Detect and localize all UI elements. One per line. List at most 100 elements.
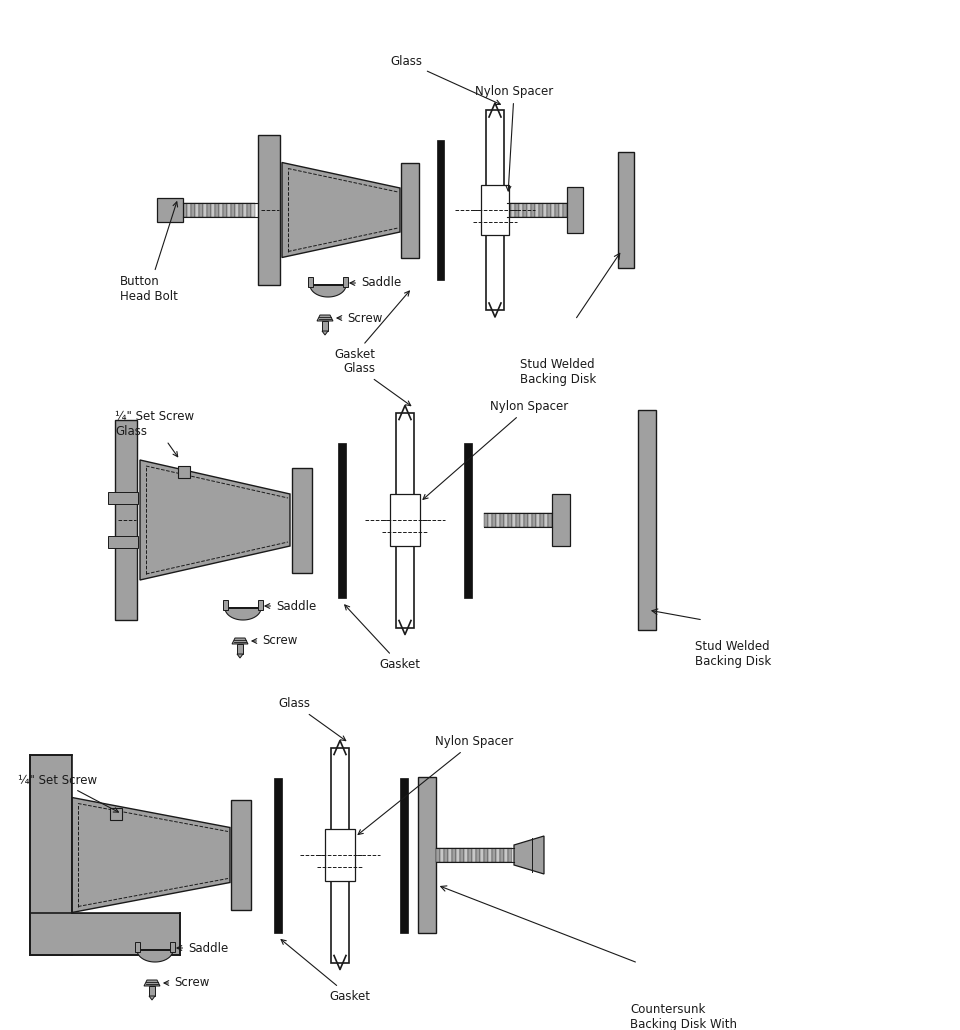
Bar (488, 513, 492, 527)
Bar (496, 513, 500, 527)
Bar (444, 848, 448, 862)
Bar (418, 777, 436, 933)
Text: Gasket: Gasket (281, 939, 371, 1003)
Bar (516, 513, 520, 527)
Bar (207, 203, 211, 217)
Bar (235, 203, 239, 217)
Text: Saddle: Saddle (265, 599, 316, 613)
Bar (436, 848, 440, 862)
Bar (547, 203, 551, 217)
Bar (247, 203, 251, 217)
Polygon shape (72, 797, 230, 913)
Bar (258, 135, 280, 285)
Bar (520, 513, 524, 527)
Text: Gasket: Gasket (334, 291, 409, 360)
Bar (239, 203, 243, 217)
Bar (237, 644, 243, 654)
Polygon shape (137, 950, 173, 962)
Bar (149, 986, 155, 996)
Bar (440, 848, 444, 862)
Text: Countersunk
Backing Disk With
Mounting Screw: Countersunk Backing Disk With Mounting S… (630, 1003, 737, 1030)
Bar (258, 600, 263, 610)
Polygon shape (140, 460, 290, 580)
Bar (464, 443, 472, 597)
Text: ¼" Set Screw
Glass: ¼" Set Screw Glass (115, 410, 194, 456)
Bar (211, 203, 215, 217)
Polygon shape (237, 654, 243, 658)
Polygon shape (144, 980, 160, 986)
Bar (396, 412, 414, 627)
Bar (523, 203, 527, 217)
Text: Saddle: Saddle (177, 941, 228, 955)
Bar (481, 185, 509, 235)
Bar (559, 203, 563, 217)
Bar (492, 513, 496, 527)
Bar (72, 754, 180, 913)
Bar (512, 513, 516, 527)
Text: Nylon Spacer: Nylon Spacer (423, 400, 568, 500)
Polygon shape (149, 996, 155, 1000)
Bar (508, 513, 512, 527)
Bar (178, 466, 190, 478)
Bar (539, 203, 543, 217)
Bar (343, 277, 348, 287)
Bar (535, 203, 539, 217)
Text: Stud Welded
Backing Disk: Stud Welded Backing Disk (520, 358, 596, 386)
Bar (540, 513, 544, 527)
Bar (464, 848, 468, 862)
Bar (531, 203, 535, 217)
Bar (500, 513, 504, 527)
Bar (563, 203, 567, 217)
Bar (500, 848, 504, 862)
Bar (108, 492, 138, 504)
Bar (567, 187, 583, 233)
Bar (322, 321, 328, 331)
Bar (472, 848, 476, 862)
Bar (543, 203, 547, 217)
Bar (552, 494, 570, 546)
Bar (507, 203, 511, 217)
Bar (448, 848, 452, 862)
Bar (544, 513, 548, 527)
Bar (195, 203, 199, 217)
Bar (515, 203, 519, 217)
Text: Glass: Glass (343, 362, 411, 406)
Bar (480, 848, 484, 862)
Text: Nylon Spacer: Nylon Spacer (475, 85, 553, 191)
Bar (183, 203, 187, 217)
Text: Stud Welded
Backing Disk: Stud Welded Backing Disk (695, 640, 771, 668)
Bar (30, 913, 180, 955)
Bar (484, 513, 488, 527)
Polygon shape (514, 836, 544, 874)
Bar (331, 748, 349, 962)
Bar (157, 198, 183, 222)
Bar (536, 513, 540, 527)
Bar (486, 110, 504, 310)
Bar (548, 513, 552, 527)
Text: Nylon Spacer: Nylon Spacer (358, 735, 514, 834)
Bar (203, 203, 207, 217)
Bar (511, 203, 515, 217)
Bar (231, 203, 235, 217)
Bar (274, 778, 282, 932)
Bar (508, 848, 512, 862)
Bar (227, 203, 231, 217)
Bar (400, 778, 408, 932)
Bar (468, 848, 472, 862)
Bar (108, 536, 138, 548)
Text: Gasket: Gasket (345, 605, 420, 671)
Bar (325, 829, 355, 881)
Bar (219, 203, 223, 217)
Bar (504, 848, 508, 862)
Bar (452, 848, 456, 862)
Bar (618, 152, 634, 268)
Bar (401, 163, 419, 258)
Polygon shape (232, 638, 248, 644)
Bar (524, 513, 528, 527)
Text: Button
Head Bolt: Button Head Bolt (120, 202, 178, 303)
Polygon shape (282, 163, 400, 258)
Bar (199, 203, 203, 217)
Text: Glass: Glass (278, 697, 346, 741)
Bar (115, 420, 137, 620)
Bar (492, 848, 496, 862)
